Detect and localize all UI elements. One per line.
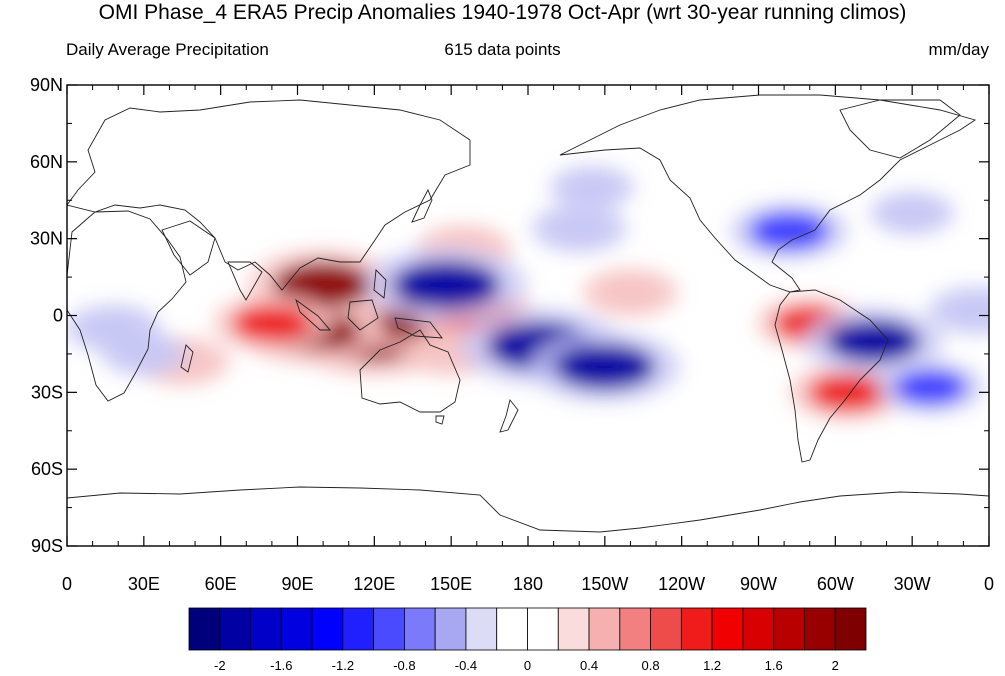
coastlines bbox=[67, 94, 989, 533]
colorbar-label: 1.2 bbox=[703, 658, 721, 673]
anomaly-blob bbox=[392, 260, 501, 309]
xtick-label: 150E bbox=[430, 574, 472, 594]
anomaly-blob bbox=[272, 262, 374, 308]
africa-coast bbox=[67, 210, 187, 402]
anomaly-blob bbox=[554, 344, 656, 390]
australia-coast bbox=[359, 329, 461, 413]
colorbar-label: 0.8 bbox=[642, 658, 660, 673]
colorbar-cell bbox=[250, 607, 282, 651]
ytick-label: 0 bbox=[53, 306, 63, 326]
colorbar-cell bbox=[680, 607, 713, 651]
colorbar-cell bbox=[557, 607, 590, 651]
xtick-label: 180 bbox=[513, 574, 543, 594]
anomaly-blob bbox=[546, 212, 612, 245]
xtick-label: 30E bbox=[128, 574, 160, 594]
colorbar-cell bbox=[527, 607, 559, 651]
ytick-label: 90N bbox=[30, 75, 63, 95]
philippines-coast bbox=[373, 269, 387, 299]
colorbar-cell bbox=[496, 607, 528, 651]
xtick-label: 120W bbox=[658, 574, 705, 594]
ytick-label: 60S bbox=[31, 459, 63, 479]
north-america-coast bbox=[559, 94, 977, 293]
colorbar-cell bbox=[280, 607, 313, 651]
anomaly-blob bbox=[808, 373, 888, 411]
arabia-coast bbox=[161, 220, 216, 276]
colorbar-cell bbox=[188, 607, 221, 651]
madagascar-coast bbox=[180, 344, 194, 373]
xtick-label: 150W bbox=[581, 574, 628, 594]
colorbar-cell bbox=[773, 607, 805, 651]
xtick-label: 120E bbox=[353, 574, 395, 594]
colorbar-cell bbox=[588, 607, 621, 651]
tasmania-coast bbox=[435, 415, 445, 425]
anomaly-blob bbox=[749, 212, 829, 250]
antarctica-coast bbox=[67, 486, 989, 533]
colorbar-label: 0.4 bbox=[580, 658, 598, 673]
xtick-label: 60W bbox=[817, 574, 854, 594]
xtick-label: 0 bbox=[62, 574, 72, 594]
south-america-coast bbox=[774, 289, 889, 463]
anomaly-blob bbox=[894, 370, 967, 405]
xtick-label: 90E bbox=[281, 574, 313, 594]
colorbar-cell bbox=[434, 607, 467, 651]
greenland-coast bbox=[839, 99, 961, 159]
anomaly-blob bbox=[115, 339, 173, 369]
main-title: OMI Phase_4 ERA5 Precip Anomalies 1940-1… bbox=[98, 1, 907, 24]
borneo-coast bbox=[347, 299, 379, 331]
colorbar-cell bbox=[834, 607, 867, 651]
anomaly-blob bbox=[883, 198, 941, 228]
colorbar-label: 2 bbox=[832, 658, 839, 673]
ytick-label: 90S bbox=[31, 536, 63, 556]
colorbar-cell bbox=[619, 607, 651, 651]
colorbar-label: 0 bbox=[524, 658, 531, 673]
new-zealand-coast bbox=[499, 399, 519, 433]
ytick-label: 60N bbox=[30, 152, 63, 172]
india-coast bbox=[227, 261, 263, 301]
ytick-label: 30N bbox=[30, 229, 63, 249]
colorbar-label: -0.8 bbox=[393, 658, 415, 673]
units-label: mm/day bbox=[928, 40, 989, 59]
colorbar-label: -2 bbox=[214, 658, 226, 673]
colorbar-cell bbox=[650, 607, 682, 651]
colorbar-label: -0.4 bbox=[455, 658, 477, 673]
xtick-label: 30W bbox=[894, 574, 931, 594]
colorbar-cell bbox=[373, 607, 405, 651]
colorbar-label: -1.6 bbox=[270, 658, 292, 673]
colorbar-cell bbox=[742, 607, 775, 651]
colorbar-cell bbox=[404, 607, 436, 651]
colorbar-cell bbox=[311, 607, 344, 651]
anomaly-blob bbox=[826, 319, 921, 363]
anomaly-field bbox=[67, 164, 989, 422]
xtick-label: 60E bbox=[205, 574, 237, 594]
axis-ticks: 90N 60N 30N 0 30S 60S 90S 0 30E 60E 90E 120E 150E 180… bbox=[30, 75, 994, 594]
colorbar-label: -1.2 bbox=[332, 658, 354, 673]
anomaly-blob bbox=[943, 294, 989, 326]
japan-coast bbox=[411, 188, 433, 223]
sumatra-coast bbox=[295, 298, 331, 331]
colorbar: -2 -1.6 -1.2 -0.8 -0.4 0 0.4 0.8 1.2 1.6 2 bbox=[188, 607, 867, 673]
colorbar-cell bbox=[711, 607, 744, 651]
center-subtitle: 615 data points bbox=[444, 40, 561, 59]
anomaly-blob bbox=[232, 304, 312, 342]
colorbar-cell bbox=[342, 607, 375, 651]
anomaly-blob bbox=[563, 173, 621, 202]
anomaly-blob bbox=[598, 276, 663, 309]
new-guinea-coast bbox=[394, 317, 443, 339]
colorbar-cell bbox=[804, 607, 836, 651]
colorbar-label: 1.6 bbox=[765, 658, 783, 673]
colorbar-cell bbox=[465, 607, 498, 651]
eurasia-coast bbox=[67, 99, 471, 291]
xtick-label: 0 bbox=[984, 574, 994, 594]
colorbar-cell bbox=[219, 607, 251, 651]
xtick-label: 90W bbox=[740, 574, 777, 594]
left-subtitle: Daily Average Precipitation bbox=[66, 40, 269, 59]
ytick-label: 30S bbox=[31, 382, 63, 402]
